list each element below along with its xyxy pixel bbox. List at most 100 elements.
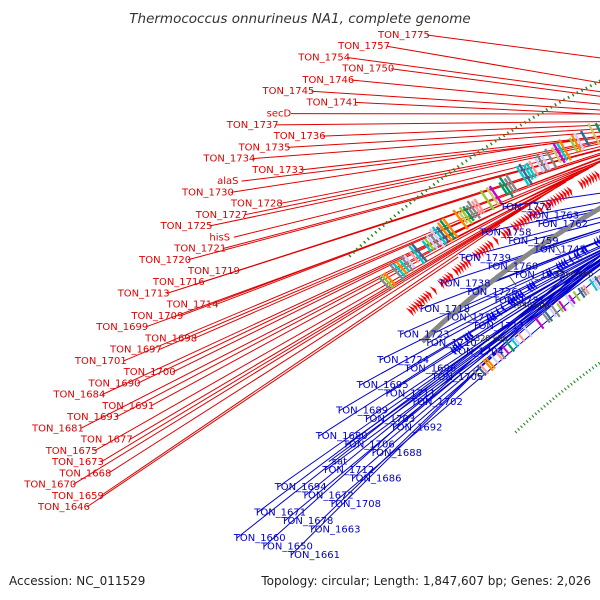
plus-cog-block [503,177,515,193]
ring-tick [404,204,408,208]
plus-strand-gene [458,261,467,271]
scale-tick [508,275,517,286]
ring-tick [579,375,582,379]
leader-line [386,259,600,395]
minus-strand-gene [593,237,600,248]
leader-line [346,56,600,93]
minus-cog-block [572,290,581,302]
plus-gene-label: TON_1699 [95,322,148,333]
minus-cog-block [490,354,500,365]
ring-tick [506,131,510,135]
plus-gene-label: hisS [209,232,230,243]
leader-line [236,267,581,539]
minus-cog-block [577,287,586,299]
plus-strand-gene [476,247,484,258]
plus-cog-block [557,139,572,161]
minus-strand-gene [519,288,527,298]
minus-gene-label: TON_1703 [362,414,415,425]
ring-tick [515,126,519,130]
plus-gene-label: TON_1719 [187,266,240,277]
leader-line [503,192,600,208]
ring-tick [540,407,544,411]
ring-tick [549,105,553,109]
plus-gene-label: TON_1757 [337,41,390,52]
plus-strand-gene [515,219,523,230]
plus-cog-block [466,200,482,220]
plus-strand-gene [499,230,507,241]
ring-tick [549,399,552,403]
leader-line [94,184,562,452]
accession-label: Accession: NC_011529 [9,574,145,588]
ring-tick [554,103,557,107]
minus-cog-block [544,310,554,322]
leader-line [427,252,600,344]
plus-gene-label: TON_1720 [138,255,191,266]
minus-strand-gene [531,279,539,289]
scale-tick-label: 1520 kbp [470,334,508,343]
minus-strand-gene [454,341,463,351]
leader-line [301,135,600,171]
minus-strand-gene [463,333,472,343]
minus-cog-block [501,345,510,355]
plus-gene-label: TON_1701 [74,356,127,367]
plus-strand-gene [417,296,426,306]
plus-gene-label: TON_1741 [306,97,359,108]
minus-gene-label: TON_1717 [471,321,524,332]
minus-gene-label: TON_1694 [274,482,327,493]
leader-line [72,196,542,485]
minus-strand-gene [573,250,580,261]
plus-cog-block [392,262,407,278]
minus-strand-gene [555,261,563,272]
minus-cog-block [593,275,600,287]
ring-tick [523,120,527,125]
plus-cog-block [380,273,395,289]
leader-line [144,160,600,328]
plus-strand-gene [512,221,520,232]
minus-strand-gene [490,310,499,320]
gene-labels: TON_1775TON_1757TON_1754TON_1750TON_1746… [23,30,588,561]
ring-tick [588,368,592,372]
minus-gene-label: TON_1660 [233,533,286,544]
scale-tick [553,243,562,254]
plus-cog-block [518,163,533,185]
plus-cog-block [525,162,537,179]
ring-tick [537,409,541,413]
plus-strand-gene [484,241,492,252]
minus-strand-gene [568,253,575,264]
ring-tick [567,385,570,389]
plus-strand-gene [461,259,469,269]
plus-cog-block [522,164,534,181]
ring-tick [397,211,401,215]
minus-gene-label: TON_1763 [526,210,579,221]
plus-cog-block [428,228,446,248]
leader-line [100,224,501,497]
plus-cog-block [388,262,406,282]
plus-gene-label: TON_1727 [195,210,248,221]
leader-line [355,101,600,115]
ring-tick [494,139,497,143]
minus-strand-gene [548,267,556,277]
minus-cog-block [476,365,487,377]
plus-cog-block [539,153,551,171]
minus-strand-gene [560,258,568,269]
minus-strand-gene [583,243,590,255]
minus-cog-block [505,340,516,353]
plus-gene-label: secD [267,109,292,120]
minus-strand-gene [495,306,503,317]
ring-tick [401,207,405,212]
minus-gene-label: TON_1663 [308,525,361,536]
ring-tick [563,387,567,391]
plus-strand-gene [405,307,414,317]
plus-cog-block [428,233,441,247]
minus-strand-gene [558,260,565,271]
minus-gene-label: TON_1712 [321,465,374,476]
minus-cog-block [496,347,507,360]
leader-line [158,163,597,351]
minus-cog-block [564,294,575,308]
ring-tick [370,233,374,238]
plus-strand-gene [410,303,419,313]
ring-tick [473,153,477,157]
minus-gene-label: TON_1732 [512,270,565,281]
plus-cog-block [573,132,586,151]
leader-line [86,256,459,508]
